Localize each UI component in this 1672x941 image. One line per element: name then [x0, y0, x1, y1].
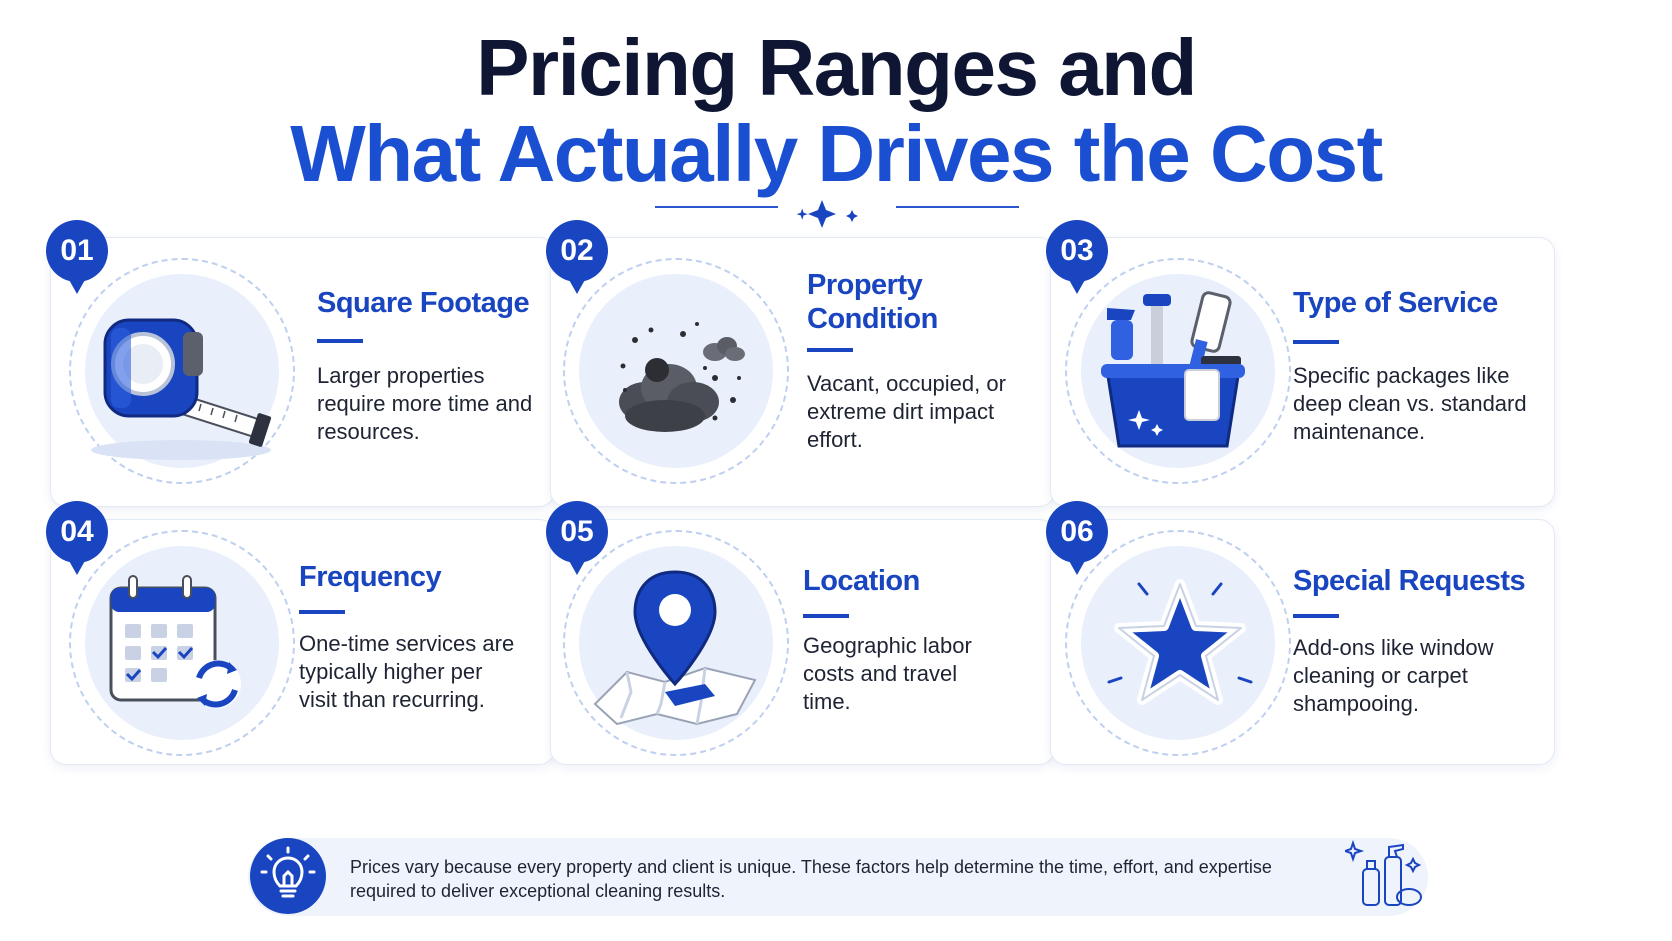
card-description: Specific packages like deep clean vs. st…	[1293, 363, 1527, 444]
card-title: Property Condition	[807, 269, 938, 335]
divider-left	[655, 206, 778, 208]
icon-halo	[69, 258, 295, 484]
cleaning-bucket-icon	[1101, 291, 1245, 448]
card-description: Vacant, occupied, or extreme dirt impact…	[807, 371, 1006, 452]
card-description: One-time services are typically higher p…	[299, 631, 515, 712]
calendar-icon	[109, 575, 241, 708]
title-line-1: Pricing Ranges and	[476, 23, 1197, 112]
card-title: Frequency	[299, 561, 442, 593]
footer-text: Prices vary because every property and c…	[350, 857, 1272, 901]
card-title: Type of Service	[1293, 287, 1498, 319]
step-badge: 02	[546, 220, 608, 294]
icon-halo	[1065, 258, 1291, 484]
card-title-underline	[803, 614, 849, 618]
card-special-requests: Special Requests Add-ons like window cle…	[1050, 519, 1555, 765]
card-type-of-service: Type of Service Specific packages like d…	[1050, 237, 1555, 507]
step-badge: 06	[1046, 501, 1108, 575]
step-badge: 01	[46, 220, 108, 294]
star-icon	[1107, 579, 1253, 705]
sparkle-divider-icon	[796, 200, 858, 228]
footer-banner	[248, 838, 1428, 916]
card-title-underline	[807, 348, 853, 352]
card-title-underline	[299, 610, 345, 614]
icon-halo	[69, 530, 295, 756]
title-line-2: What Actually Drives the Cost	[290, 109, 1383, 198]
tape-measure-icon	[91, 318, 272, 460]
card-title-underline	[317, 339, 363, 343]
icon-halo	[563, 530, 789, 756]
card-location: Location Geographic labor costs and trav…	[550, 519, 1055, 765]
card-title-underline	[1293, 340, 1339, 344]
card-title: Location	[803, 565, 920, 597]
step-badge: 05	[546, 501, 608, 575]
lightbulb-icon	[250, 838, 326, 914]
card-title: Square Footage	[317, 287, 530, 319]
card-title: Special Requests	[1293, 565, 1526, 597]
cleaning-supplies-icon	[1345, 839, 1422, 906]
card-description: Larger properties require more time and …	[317, 363, 533, 444]
icon-halo	[563, 258, 789, 484]
dirt-cloud-icon	[619, 322, 745, 432]
card-description: Geographic labor costs and travel time.	[803, 633, 972, 714]
card-square-footage: Square Footage Larger properties require…	[50, 237, 555, 507]
map-pin-icon	[593, 570, 757, 726]
card-title-underline	[1293, 614, 1339, 618]
card-description: Add-ons like window cleaning or carpet s…	[1293, 635, 1494, 716]
card-frequency: Frequency One-time services are typicall…	[50, 519, 555, 765]
step-badge: 04	[46, 501, 108, 575]
icon-halo	[1065, 530, 1291, 756]
step-badge: 03	[1046, 220, 1108, 294]
divider-right	[896, 206, 1019, 208]
card-property-condition: Property Condition Vacant, occupied, or …	[550, 237, 1055, 507]
